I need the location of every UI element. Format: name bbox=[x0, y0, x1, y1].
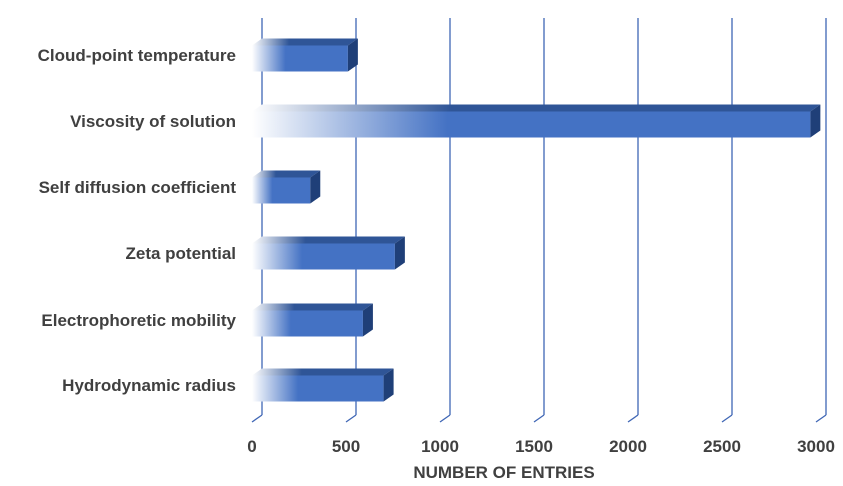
category-label: Viscosity of solution bbox=[70, 112, 236, 131]
gridline-base bbox=[721, 414, 733, 423]
category-labels: Cloud-point temperature Viscosity of solu… bbox=[38, 46, 237, 395]
bar bbox=[252, 236, 405, 270]
bar-side-face bbox=[810, 104, 821, 138]
x-tick-labels: 0 500 1000 1500 2000 2500 3000 bbox=[247, 437, 835, 456]
category-label: Self diffusion coefficient bbox=[39, 178, 237, 197]
bar-front-face bbox=[252, 375, 384, 402]
bar-top-face bbox=[252, 236, 405, 244]
bar-front-face bbox=[252, 310, 363, 337]
category-label: Zeta potential bbox=[125, 244, 236, 263]
category-label: Hydrodynamic radius bbox=[62, 376, 236, 395]
bar-side-face bbox=[394, 236, 405, 270]
category-label: Cloud-point temperature bbox=[38, 46, 236, 65]
bar-side-face bbox=[347, 38, 358, 72]
bar bbox=[252, 38, 358, 72]
x-axis-title: NUMBER OF ENTRIES bbox=[413, 463, 594, 482]
bar bbox=[252, 368, 394, 402]
bars bbox=[252, 38, 821, 402]
gridline-base bbox=[345, 414, 357, 423]
x-tick-label: 3000 bbox=[797, 437, 835, 456]
bar-side-face bbox=[383, 368, 394, 402]
bar-top-face bbox=[252, 38, 358, 46]
bar-top-face bbox=[252, 104, 821, 112]
bar-front-face bbox=[252, 111, 811, 138]
gridline-base bbox=[251, 414, 263, 423]
gridline-base bbox=[627, 414, 639, 423]
bar-top-face bbox=[252, 303, 373, 311]
gridline-base bbox=[439, 414, 451, 423]
bar-top-face bbox=[252, 170, 321, 178]
bar-front-face bbox=[252, 45, 348, 72]
bar-front-face bbox=[252, 243, 395, 270]
x-tick-label: 2000 bbox=[609, 437, 647, 456]
gridlines bbox=[251, 18, 827, 423]
bar bbox=[252, 303, 373, 337]
category-label: Electrophoretic mobility bbox=[41, 311, 236, 330]
x-tick-label: 1000 bbox=[421, 437, 459, 456]
x-tick-label: 1500 bbox=[515, 437, 553, 456]
gridline-base bbox=[815, 414, 827, 423]
bar bbox=[252, 170, 321, 204]
bar-side-face bbox=[310, 170, 321, 204]
bar-front-face bbox=[252, 177, 311, 204]
bar bbox=[252, 104, 821, 138]
bar-top-face bbox=[252, 368, 394, 376]
bar-side-face bbox=[362, 303, 373, 337]
x-tick-label: 2500 bbox=[703, 437, 741, 456]
x-tick-label: 0 bbox=[247, 437, 256, 456]
x-tick-label: 500 bbox=[332, 437, 360, 456]
gridline-base bbox=[533, 414, 545, 423]
